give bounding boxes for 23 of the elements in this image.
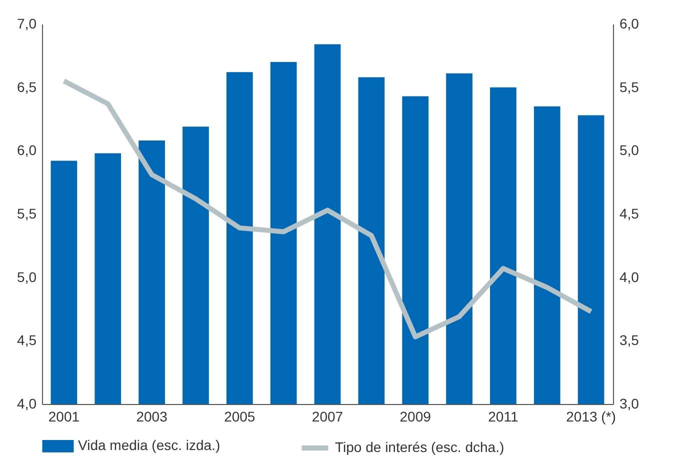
y2-tick-label: 5,0 <box>620 142 640 158</box>
y2-tick-label: 4,0 <box>620 268 640 285</box>
y-tick-label: 7,0 <box>17 16 37 32</box>
y2-tick-label: 5,5 <box>620 78 640 95</box>
legend-label: Tipo de interés (esc. dcha.) <box>335 439 504 455</box>
y2-tick-label: 4,5 <box>620 206 640 222</box>
y-tick-label: 5,0 <box>17 268 37 285</box>
y-tick-label: 6,5 <box>17 78 37 95</box>
y-tick-label: 5,5 <box>17 206 37 222</box>
x-tick-label: 2013 (*) <box>566 408 616 424</box>
legend-label: Vida media (esc. izda.) <box>78 437 220 454</box>
y-tick-label: 4,0 <box>17 396 37 412</box>
y2-tick-label: 3,5 <box>620 332 640 348</box>
x-tick-label: 2009 <box>400 408 432 424</box>
y-tick-label: 6,0 <box>17 142 37 158</box>
y2-tick-label: 6,0 <box>620 16 640 32</box>
x-tick-label: 2005 <box>224 408 256 424</box>
x-tick-label: 2007 <box>312 408 344 424</box>
x-tick-label: 2003 <box>136 408 168 424</box>
x-tick-label: 2001 <box>48 408 80 424</box>
y2-tick-label: 3,0 <box>620 396 640 412</box>
y-tick-label: 4,5 <box>17 332 37 348</box>
x-tick-label: 2011 <box>488 408 518 424</box>
